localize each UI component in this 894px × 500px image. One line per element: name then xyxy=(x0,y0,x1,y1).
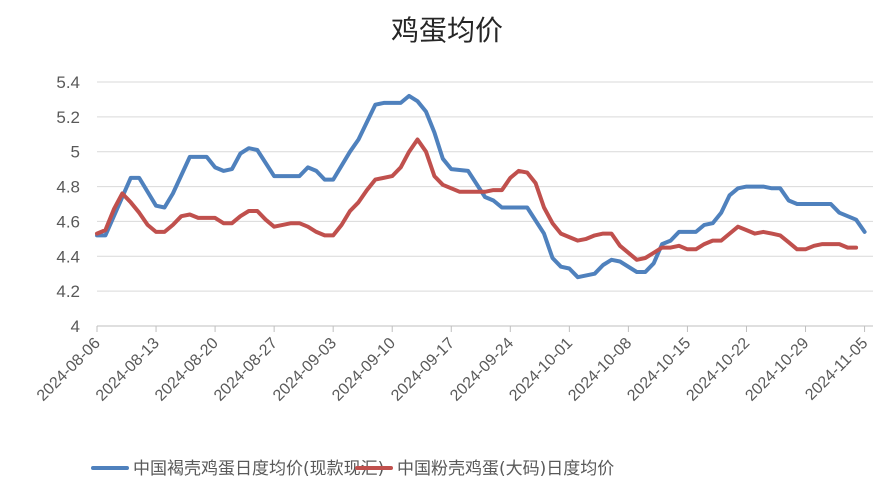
y-tick-label: 4.2 xyxy=(56,282,80,301)
legend-label-pink-egg: 中国粉壳鸡蛋(大码)日度均价 xyxy=(397,459,614,479)
y-tick-label: 4 xyxy=(71,317,80,336)
series-line-pink-egg xyxy=(95,137,859,262)
x-tick-label: 2024-10-29 xyxy=(742,335,812,405)
y-tick-label: 5.2 xyxy=(56,108,80,127)
chart-title: 鸡蛋均价 xyxy=(391,14,503,47)
series-lines xyxy=(95,93,867,280)
legend-label-brown-egg: 中国褐壳鸡蛋日度均价(现款现汇) xyxy=(133,459,384,479)
y-tick-label: 4.8 xyxy=(56,178,80,197)
y-tick-label: 5 xyxy=(71,143,80,162)
legend: 中国褐壳鸡蛋日度均价(现款现汇) 中国粉壳鸡蛋(大码)日度均价 xyxy=(91,459,614,479)
series-line-brown-egg xyxy=(95,93,867,280)
y-axis-ticks: 4 4.2 4.4 4.6 4.8 5 5.2 5.4 xyxy=(56,73,80,336)
y-tick-label: 4.4 xyxy=(56,247,80,266)
x-tick-label: 2024-11-05 xyxy=(802,335,871,404)
x-axis: 2024-08-062024-08-132024-08-202024-08-27… xyxy=(34,325,873,405)
y-tick-label: 5.4 xyxy=(56,73,80,92)
y-tick-label: 4.6 xyxy=(56,212,80,231)
